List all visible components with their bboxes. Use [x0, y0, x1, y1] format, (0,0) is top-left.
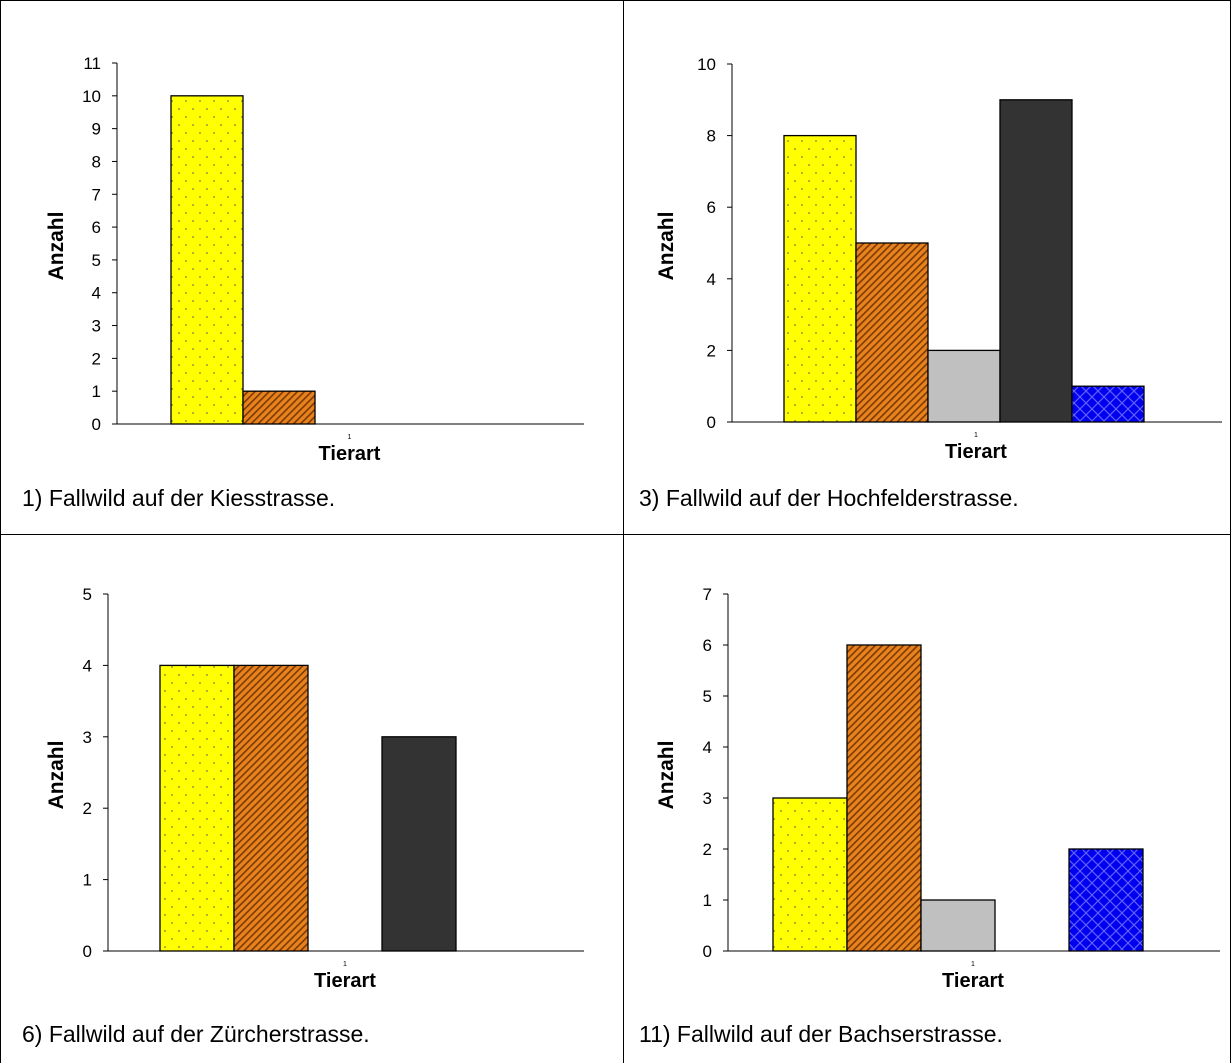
y-tick-label: 2 — [83, 799, 92, 818]
y-tick-label: 0 — [83, 942, 92, 961]
x-axis-label: Tierart — [942, 970, 1004, 992]
y-tick-label: 5 — [703, 687, 712, 706]
y-axis-label: Anzahl — [45, 212, 68, 281]
x-axis-label: Tierart — [319, 443, 381, 465]
bar-yellow — [783, 134, 857, 423]
y-tick-label: 6 — [703, 636, 712, 655]
chart-panel-zuercherstrasse: 0 1 2 3 4 5 1 Tierart Anzahl 6) Fallwild auf der… — [1, 535, 623, 1063]
y-tick-label: 8 — [707, 127, 716, 146]
y-tick-label: 3 — [92, 317, 101, 336]
y-tick-label: 3 — [703, 789, 712, 808]
grid-border-top — [0, 0, 1231, 1]
bar-gray — [920, 899, 996, 952]
y-tick-label: 0 — [707, 413, 716, 432]
grid-border-left — [0, 0, 1, 1063]
bar-gray — [927, 349, 1001, 423]
x-axis-label: Tierart — [945, 441, 1007, 463]
y-axis-label: Anzahl — [655, 741, 678, 810]
y-tick-label: 10 — [82, 87, 101, 106]
y-tick-label: 4 — [92, 284, 101, 303]
grid-divider-horizontal — [0, 534, 1231, 535]
chart-svg-bachserstrasse: 0 1 2 3 4 5 6 7 1 Tierart Anzahl — [655, 585, 1220, 992]
y-tick-label: 8 — [92, 152, 101, 171]
x-tick-label: 1 — [971, 961, 975, 968]
chart-caption: 11) Fallwild auf der Bachserstrasse. — [639, 1021, 1003, 1047]
y-tick-label: 1 — [703, 891, 712, 910]
y-tick-label: 4 — [707, 270, 716, 289]
bar-orange — [233, 664, 309, 952]
x-tick-label: 1 — [974, 432, 978, 439]
y-tick-label: 0 — [92, 415, 101, 434]
y-tick-label: 10 — [697, 55, 716, 74]
bar-dark — [999, 99, 1073, 423]
bar-orange — [242, 390, 316, 425]
y-tick-label: 4 — [703, 738, 712, 757]
y-tick-label: 1 — [83, 871, 92, 890]
chart-caption: 1) Fallwild auf der Kiesstrasse. — [22, 485, 336, 511]
grid-divider-vertical — [623, 0, 624, 1063]
y-tick-label: 7 — [703, 585, 712, 604]
y-tick-label: 11 — [83, 54, 101, 73]
y-tick-label: 0 — [703, 942, 712, 961]
bar-yellow — [170, 95, 244, 425]
chart-panel-bachserstrasse: 0 1 2 3 4 5 6 7 1 Tierart Anzahl 11) Fallwild auf … — [624, 535, 1230, 1063]
y-axis-label: Anzahl — [45, 741, 68, 810]
bar-blue — [1071, 385, 1145, 423]
y-tick-label: 6 — [707, 198, 716, 217]
y-tick-label: 2 — [707, 341, 716, 360]
y-tick-label: 6 — [92, 218, 101, 237]
bar-yellow — [772, 797, 848, 952]
y-tick-label: 2 — [703, 840, 712, 859]
y-tick-label: 2 — [92, 349, 101, 368]
chart-caption: 3) Fallwild auf der Hochfelderstrasse. — [639, 485, 1019, 511]
x-axis-label: Tierart — [314, 970, 376, 992]
y-tick-label: 4 — [83, 656, 92, 675]
bar-blue — [1068, 848, 1144, 952]
chart-svg-hochfelderstrasse: 0 2 4 6 8 10 1 Tierart Anzahl — [655, 55, 1222, 463]
y-axis-label: Anzahl — [655, 212, 678, 281]
x-tick-label: 1 — [343, 961, 347, 968]
y-tick-label: 7 — [92, 185, 101, 204]
chart-panel-hochfelderstrasse: 0 2 4 6 8 10 1 Tierart Anzahl 3) Fallwild auf de… — [624, 1, 1230, 534]
bar-dark — [381, 736, 457, 952]
bar-yellow — [159, 664, 235, 952]
y-tick-label: 5 — [83, 585, 92, 604]
bar-orange — [855, 242, 929, 423]
x-tick-label: 1 — [348, 434, 352, 441]
bar-orange — [846, 644, 922, 952]
y-tick-label: 1 — [92, 382, 101, 401]
chart-svg-zuercherstrasse: 0 1 2 3 4 5 1 Tierart Anzahl — [45, 585, 584, 992]
y-tick-label: 5 — [92, 251, 101, 270]
y-tick-label: 9 — [92, 120, 101, 139]
chart-panel-kiesstrasse: 0 1 2 3 4 5 6 7 8 9 10 11 1 Tierart Anzahl 1) Fallwild… — [1, 1, 623, 534]
y-tick-label: 3 — [83, 728, 92, 747]
chart-caption: 6) Fallwild auf der Zürcherstrasse. — [22, 1021, 370, 1047]
